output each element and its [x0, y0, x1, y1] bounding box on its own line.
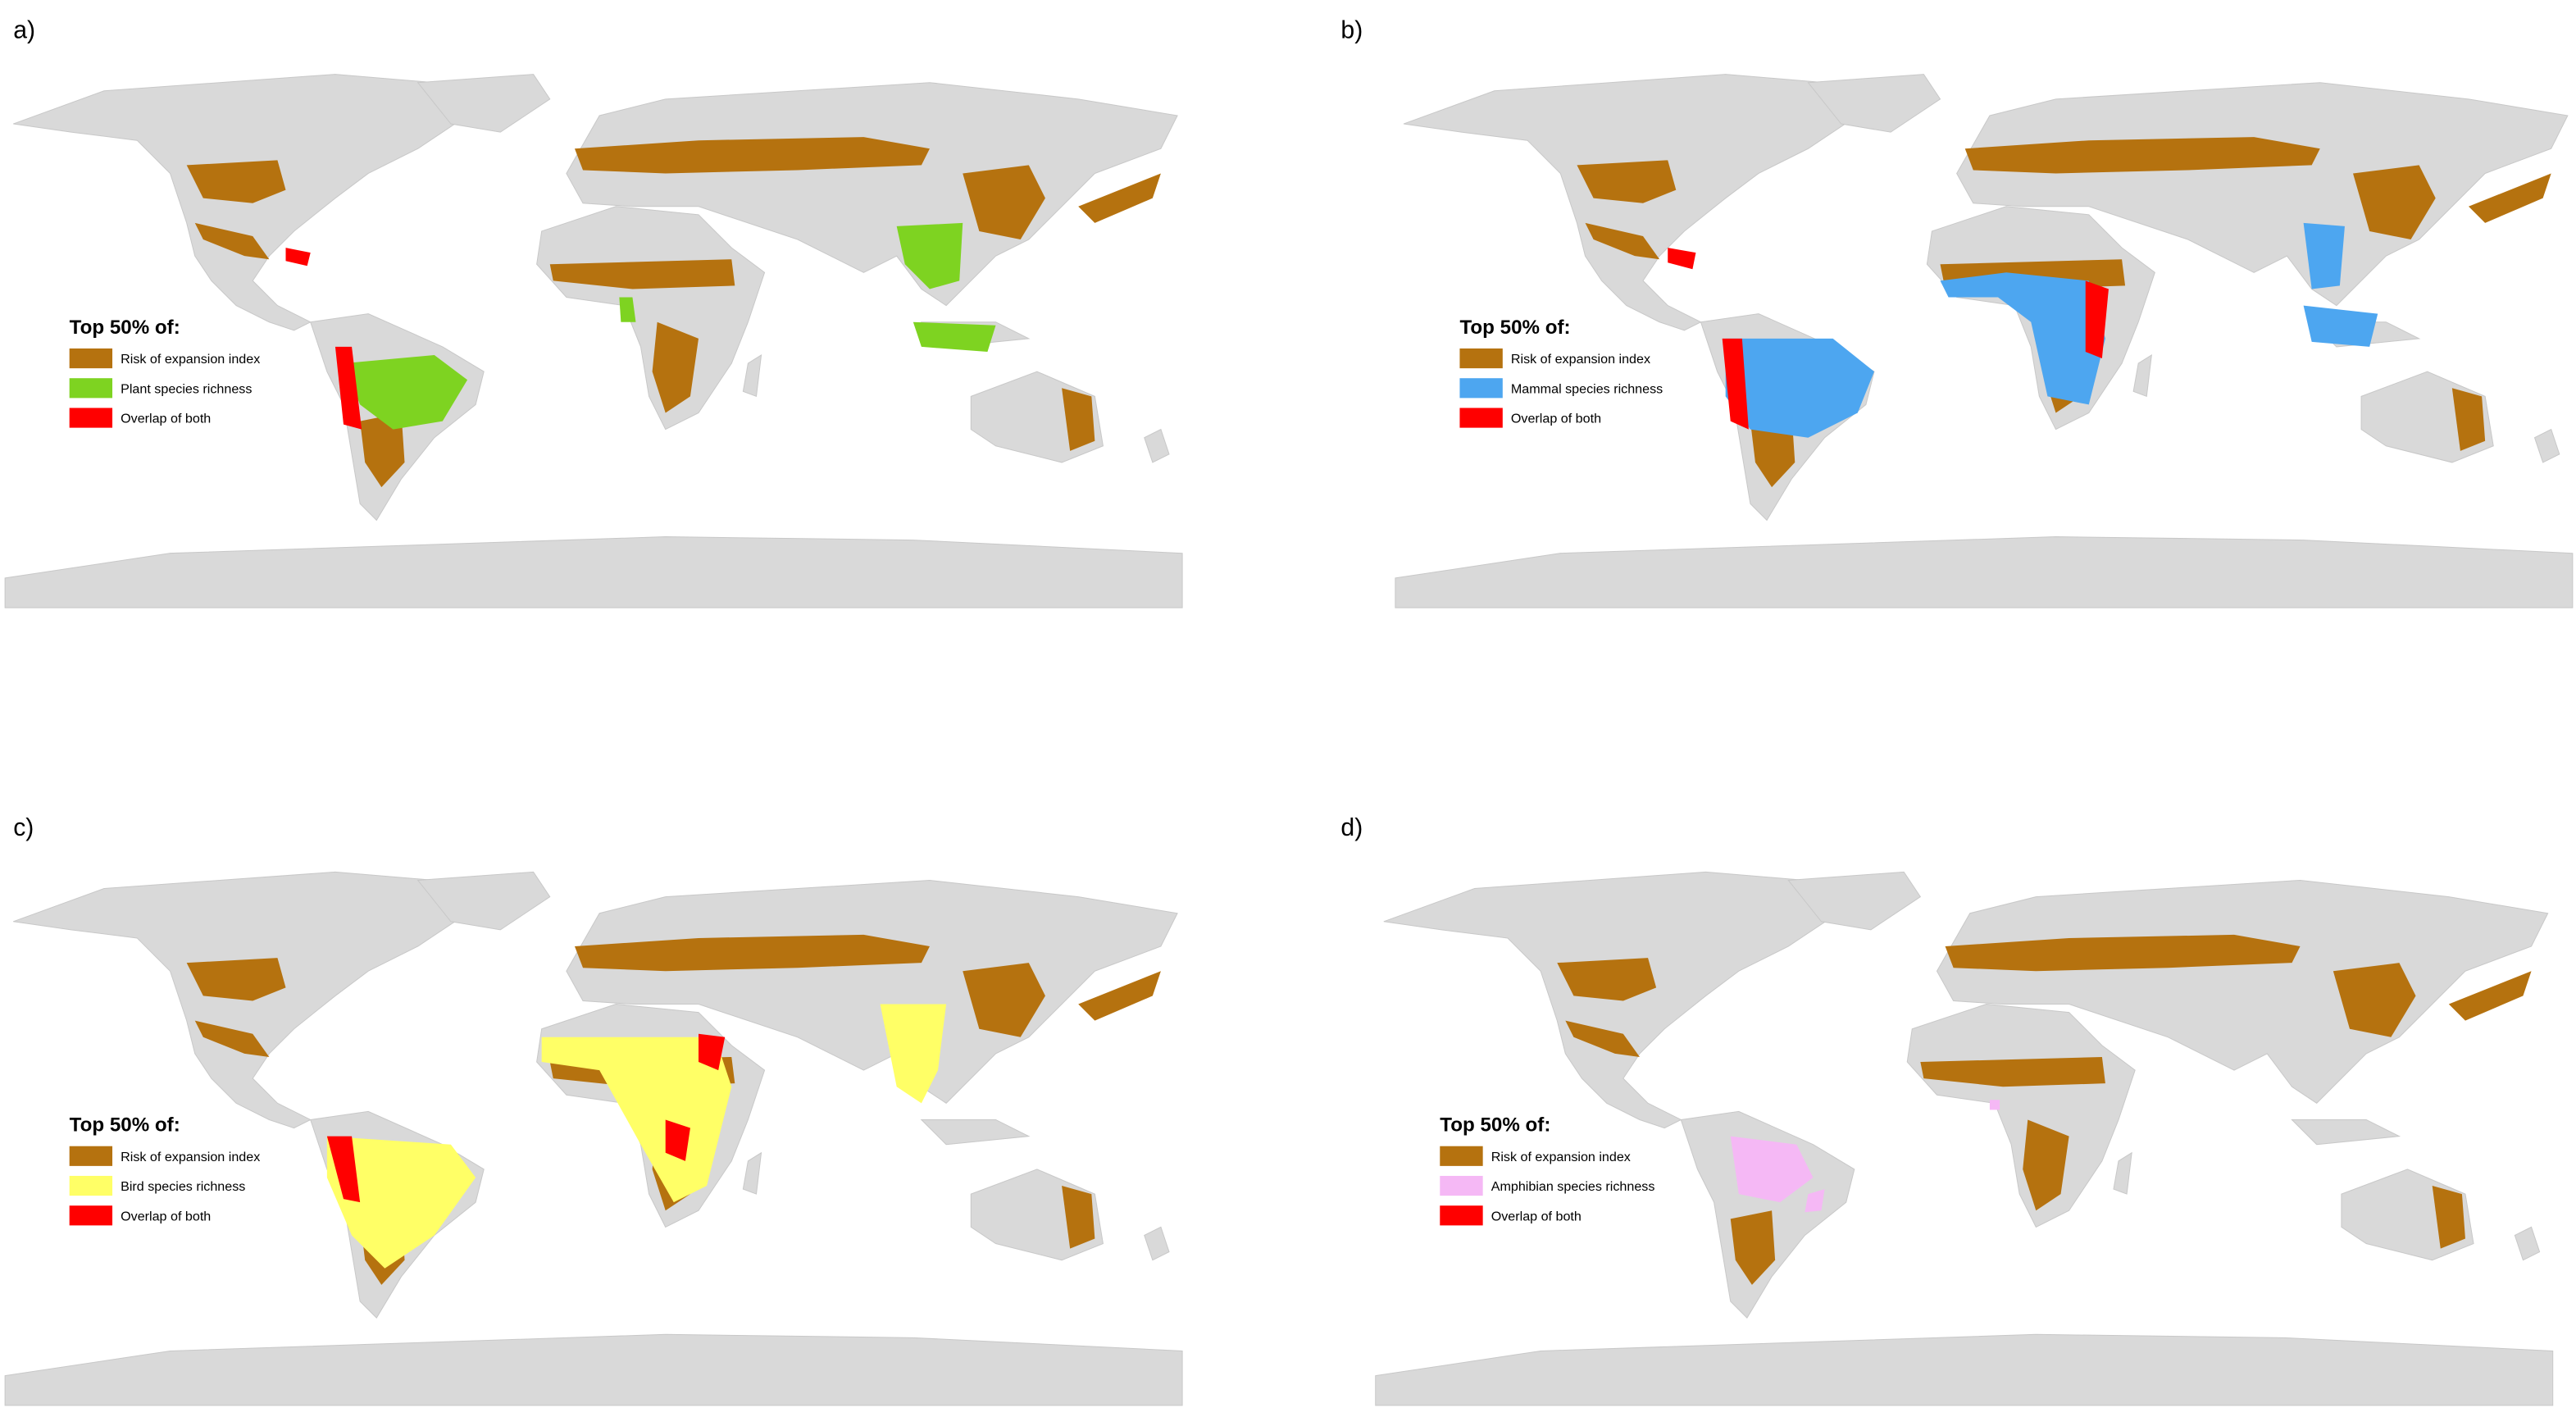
panel-label: a)	[13, 16, 35, 43]
legend-swatch	[1440, 1146, 1483, 1166]
legend-label: Risk of expansion index	[121, 352, 260, 367]
richness-areas	[344, 222, 996, 430]
panel-label: d)	[1340, 814, 1363, 841]
legend-swatch	[69, 1175, 113, 1196]
labels: a) Top 50% of: Risk of expansion index Plan…	[13, 16, 1663, 1226]
legend-label: Overlap of both	[1491, 1209, 1582, 1223]
richness-areas	[1730, 1100, 2000, 1213]
panel-label: c)	[13, 814, 34, 841]
richness-areas	[326, 1004, 947, 1269]
legend-swatch	[69, 408, 113, 428]
legend-swatch	[69, 1205, 113, 1226]
overlap-areas	[285, 248, 362, 430]
legend-swatch	[1459, 408, 1503, 428]
legend-swatch	[1440, 1205, 1483, 1226]
legend-label: Risk of expansion index	[1491, 1150, 1631, 1164]
panel-label: b)	[1340, 16, 1363, 43]
legend-label: Overlap of both	[1511, 412, 1601, 426]
panel-c-map	[4, 871, 1183, 1406]
panel-a-map	[4, 74, 1183, 608]
panel-b-map	[1395, 74, 2574, 608]
legend-label: Mammal species richness	[1511, 381, 1663, 396]
legend-swatch	[69, 348, 113, 369]
overlap-areas	[326, 1033, 726, 1203]
legend-title: Top 50% of:	[1459, 317, 1570, 339]
legend-label: Bird species richness	[121, 1179, 245, 1194]
legend-title: Top 50% of:	[70, 317, 180, 339]
legend-label: Amphibian species richness	[1491, 1179, 1655, 1194]
legend-title: Top 50% of:	[70, 1114, 180, 1137]
legend-label: Risk of expansion index	[121, 1150, 260, 1164]
legend-label: Risk of expansion index	[1511, 352, 1650, 367]
legend-swatch	[69, 1146, 113, 1166]
legend-label: Plant species richness	[121, 381, 252, 396]
richness-areas	[1725, 222, 2378, 438]
overlap-areas	[1668, 248, 2109, 430]
panel-d-map	[1375, 871, 2554, 1406]
legend-title: Top 50% of:	[1440, 1114, 1550, 1137]
legend-label: Overlap of both	[121, 412, 211, 426]
legend-swatch	[1440, 1175, 1483, 1196]
legend-swatch	[1459, 348, 1503, 369]
legend-label: Overlap of both	[121, 1209, 211, 1223]
legend-swatch	[69, 378, 113, 399]
legend-swatch	[1459, 378, 1503, 399]
